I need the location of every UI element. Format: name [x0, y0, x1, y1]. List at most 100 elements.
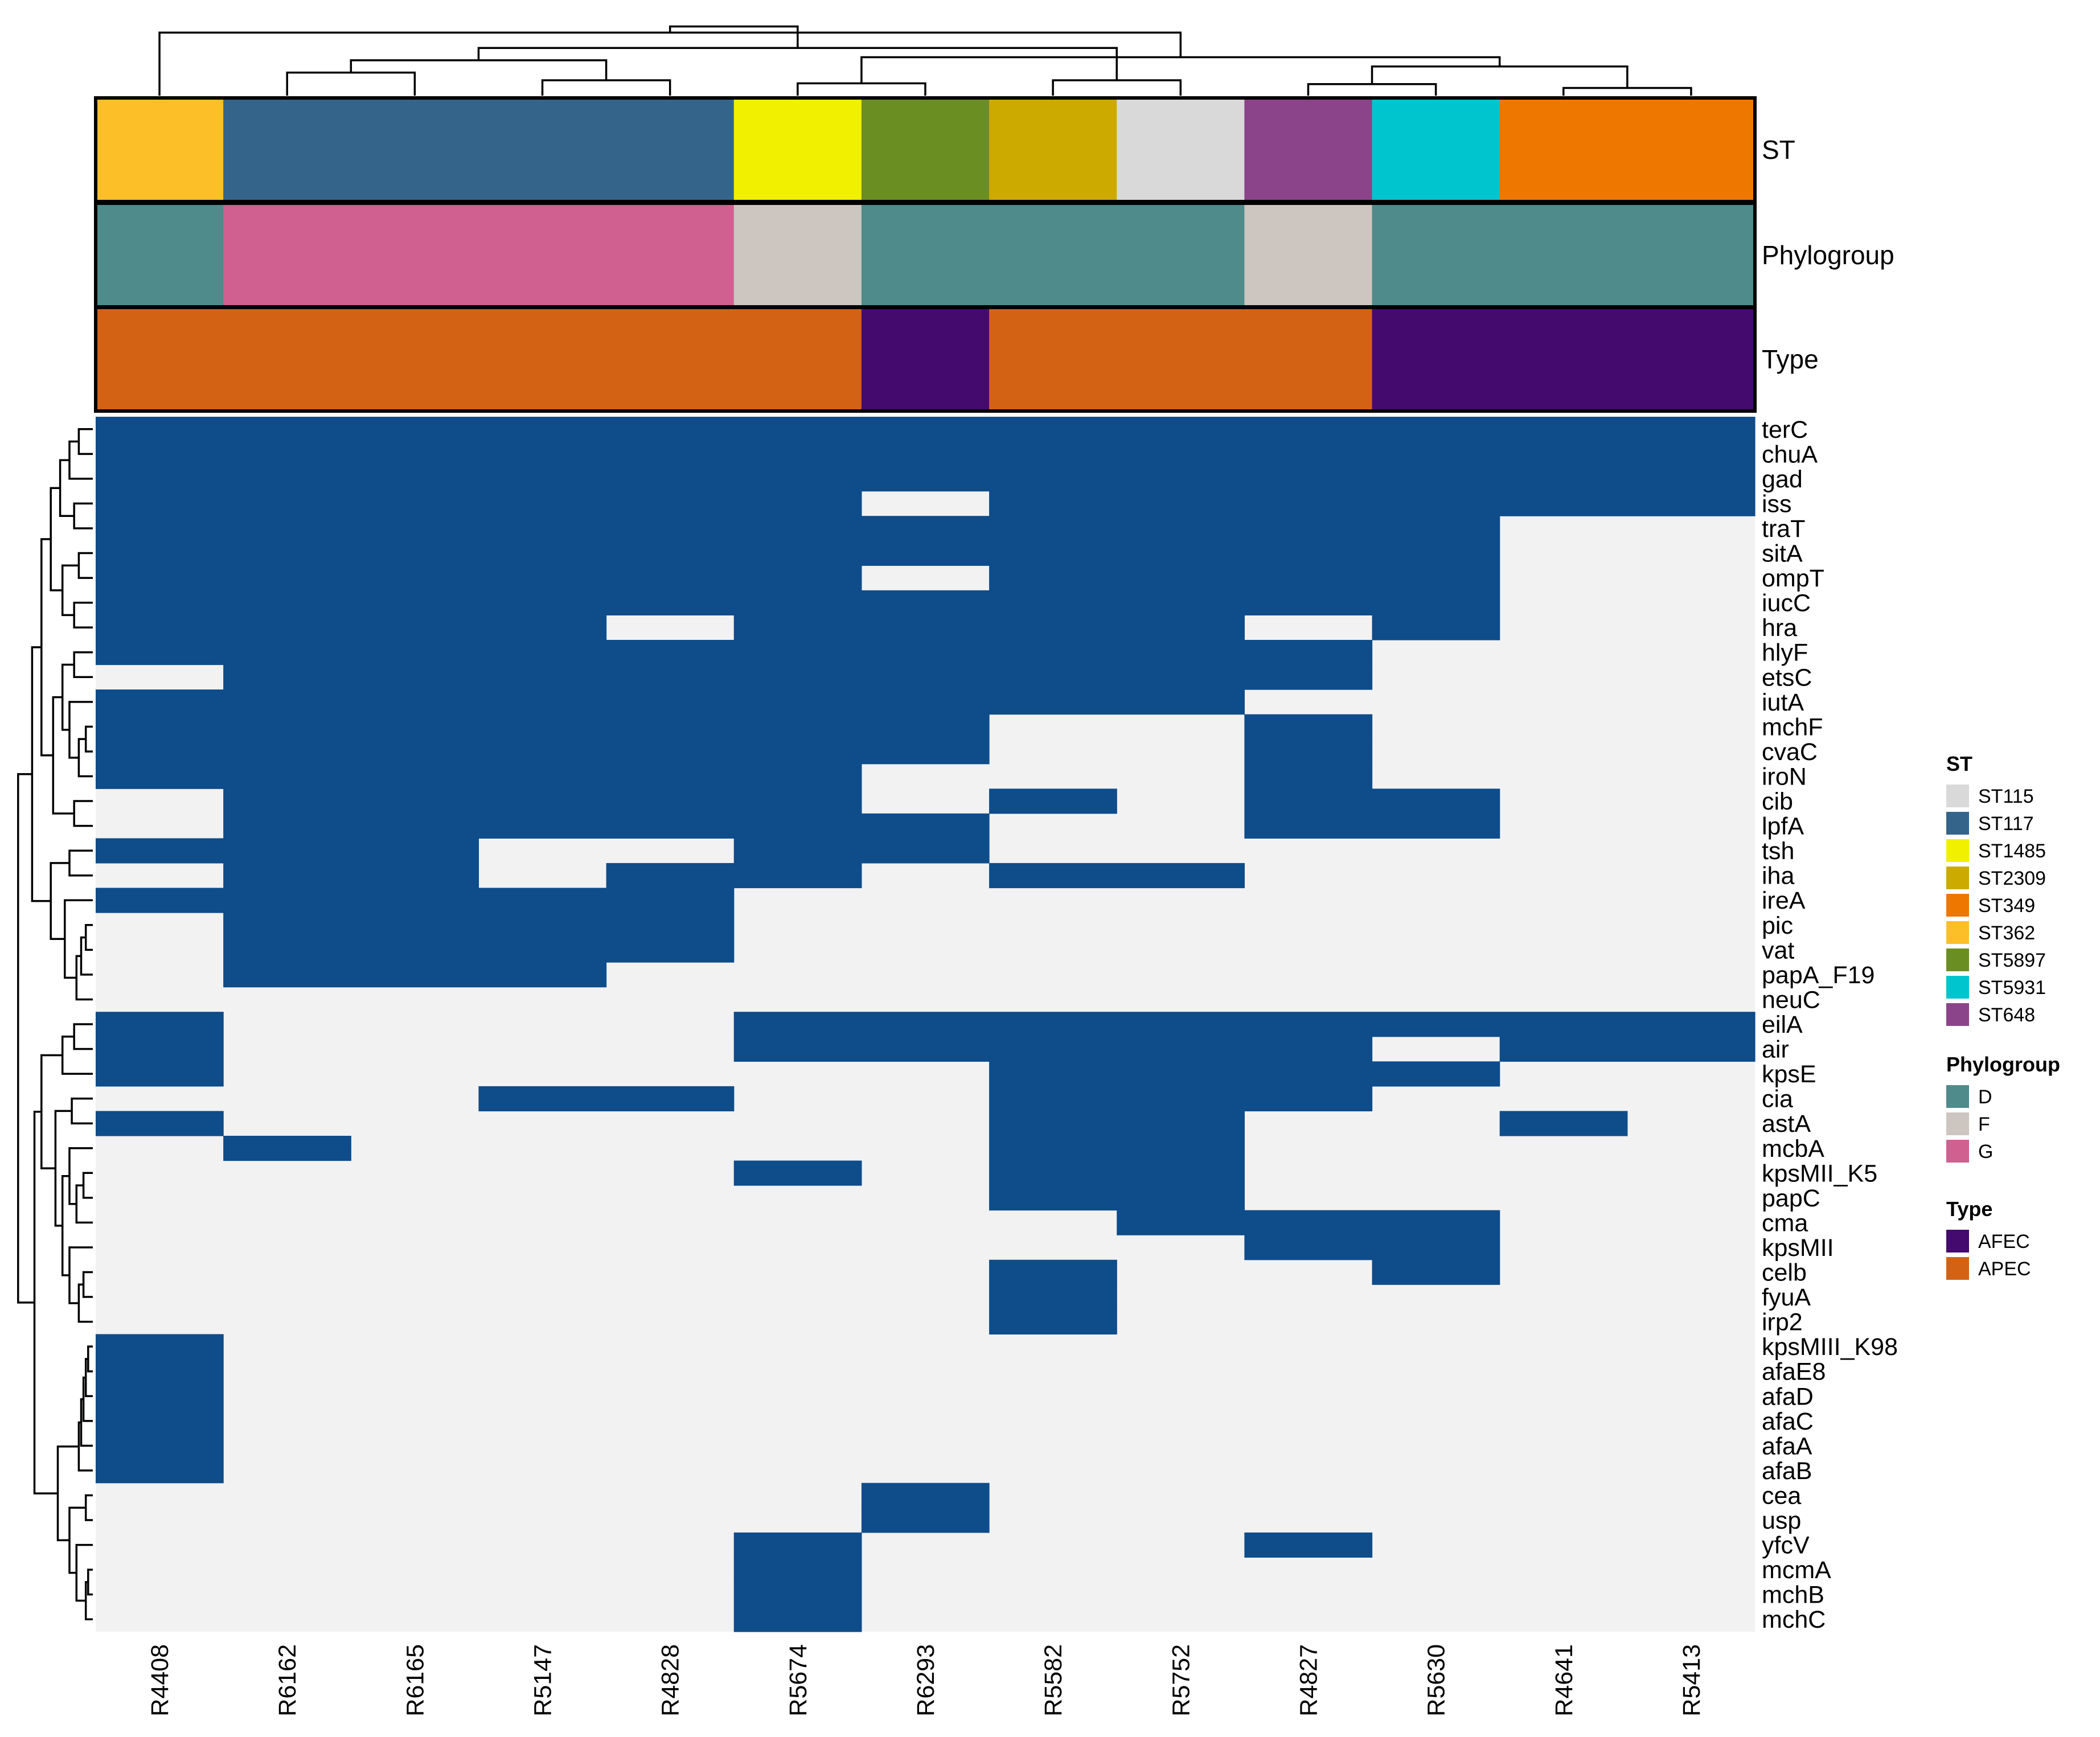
row-label: mcmA — [1762, 1557, 1831, 1584]
annotation-cell — [1372, 307, 1500, 411]
heatmap-cell — [96, 639, 224, 666]
heatmap-cell — [351, 441, 479, 467]
heatmap-cell — [478, 913, 607, 938]
heatmap-cell — [1244, 565, 1373, 591]
row-label: mchF — [1762, 713, 1823, 741]
heatmap-cell — [478, 937, 607, 963]
row-label: astA — [1762, 1110, 1811, 1138]
column-label: R4828 — [657, 1644, 684, 1717]
heatmap-cell — [606, 590, 735, 616]
heatmap-cell — [989, 1061, 1117, 1087]
heatmap-cell — [351, 540, 479, 566]
heatmap-cell — [1627, 441, 1756, 467]
dendrogram-branch — [52, 696, 75, 815]
heatmap-cell — [96, 615, 224, 640]
dendrogram-branch — [68, 1147, 93, 1205]
dendrogram-branch — [77, 1283, 93, 1323]
heatmap-cell — [351, 789, 479, 814]
heatmap-cell — [989, 1185, 1117, 1211]
dendrogram-branch — [61, 1175, 69, 1276]
heatmap-cell — [1372, 1210, 1500, 1235]
annotation-cell — [733, 307, 862, 411]
heatmap-cell — [1372, 590, 1500, 616]
heatmap-cell — [1372, 1061, 1500, 1087]
heatmap-cell — [478, 466, 607, 492]
heatmap-cell — [733, 1160, 862, 1186]
column-label: R5674 — [785, 1644, 812, 1717]
heatmap-cell — [351, 962, 479, 988]
heatmap-cell — [1499, 417, 1628, 442]
heatmap-cell — [1244, 540, 1373, 566]
heatmap-cell — [989, 1309, 1117, 1334]
row-label: cea — [1762, 1483, 1801, 1510]
legend-label: AFEC — [1978, 1231, 2030, 1253]
heatmap-cell — [989, 1160, 1117, 1186]
heatmap-cell — [1117, 689, 1245, 715]
heatmap-cell — [1499, 491, 1628, 516]
row-label: air — [1762, 1036, 1789, 1063]
heatmap-cell — [223, 441, 351, 467]
heatmap-cell — [861, 1036, 990, 1062]
heatmap-cell — [1244, 590, 1373, 616]
heatmap-cell — [351, 838, 479, 864]
heatmap-cell — [989, 1036, 1117, 1062]
heatmap-cell — [351, 565, 479, 591]
heatmap-cell — [1244, 813, 1373, 839]
annotation-cell — [1372, 203, 1500, 307]
dendrogram-branch — [68, 440, 93, 480]
annotation-labels: ST Phylogroup Type — [1762, 135, 1894, 374]
heatmap-cell — [1244, 639, 1373, 666]
row-label: papA_F19 — [1762, 962, 1875, 989]
heatmap-cell — [606, 565, 735, 591]
heatmap-cell — [351, 491, 479, 516]
heatmap-cell — [861, 813, 990, 839]
row-label: cib — [1762, 788, 1793, 815]
heatmap-cell — [223, 1135, 351, 1161]
annotation-cell — [733, 203, 862, 307]
heatmap-cell — [478, 639, 607, 666]
legend-title: ST — [1946, 752, 1972, 775]
row-label: mchB — [1762, 1582, 1824, 1609]
annotation-cell — [989, 98, 1117, 202]
dendrogram-branch — [80, 936, 93, 976]
dendrogram-branch — [87, 1345, 93, 1373]
heatmap-cell — [989, 789, 1117, 814]
row-label: eilA — [1762, 1011, 1803, 1038]
heatmap-cell — [96, 417, 224, 442]
dendrogram-branch — [84, 1358, 93, 1398]
row-label: kpsMIII_K98 — [1762, 1333, 1898, 1361]
legend-swatch — [1946, 839, 1969, 862]
heatmap-cell — [1244, 1210, 1373, 1235]
heatmap-cell — [1499, 441, 1628, 467]
row-label: iutA — [1762, 689, 1804, 716]
heatmap-cell — [861, 664, 990, 690]
dendrogram-branch — [61, 663, 75, 731]
heatmap-cell — [223, 615, 351, 640]
row-label: afaA — [1762, 1432, 1812, 1460]
heatmap-cell — [223, 789, 351, 814]
annotation-cell — [1627, 203, 1756, 307]
heatmap-cell — [733, 789, 862, 814]
heatmap-cell — [733, 491, 862, 516]
heatmap-cell — [223, 540, 351, 566]
heatmap-cell — [861, 417, 990, 442]
heatmap-cell — [223, 689, 351, 715]
heatmap-cell — [223, 664, 351, 690]
heatmap-cell — [96, 565, 224, 591]
row-label: lpfA — [1762, 813, 1804, 840]
heatmap-cell — [1244, 1012, 1373, 1037]
heatmap-cell — [1117, 1036, 1245, 1062]
row-label: pic — [1762, 912, 1793, 939]
heatmap-cell — [1244, 739, 1373, 765]
heatmap-cell — [1117, 1061, 1245, 1087]
heatmap-cell — [733, 1012, 862, 1037]
heatmap-cell — [223, 863, 351, 889]
dendrogram-branch — [541, 79, 671, 96]
dendrogram-branch — [56, 1445, 79, 1542]
heatmap-cell — [861, 615, 990, 640]
heatmap-cell — [351, 913, 479, 938]
heatmap-cell — [351, 516, 479, 541]
row-label: kpsMII_K5 — [1762, 1160, 1877, 1187]
heatmap-cell — [861, 1483, 990, 1508]
